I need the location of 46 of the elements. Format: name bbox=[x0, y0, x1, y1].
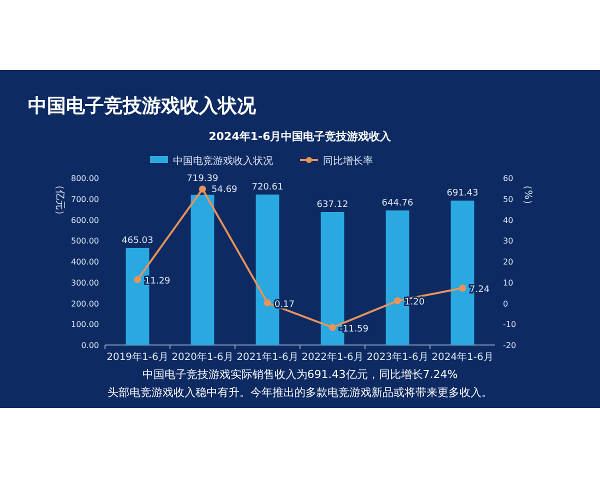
y2-tick-label: 60 bbox=[503, 174, 514, 183]
y-tick-label: 300.00 bbox=[71, 278, 99, 288]
chart-title: 中国电子竞技游戏收入状况 bbox=[28, 95, 257, 117]
y2-tick-label: 50 bbox=[503, 194, 514, 204]
y-axis-title: （亿元） bbox=[54, 180, 65, 220]
point bbox=[459, 284, 466, 292]
text: 头部电竞游戏收入稳中有升。今年推出的多款电竞游戏新品或将带来更多收入。 bbox=[108, 386, 492, 399]
y-tick-label: 200.00 bbox=[71, 299, 99, 308]
y-tick-label: 600.00 bbox=[71, 216, 99, 225]
data-label: 720.61 bbox=[252, 182, 284, 193]
legend-label: 同比增长率 bbox=[323, 155, 373, 167]
text: 中国电子竞技游戏实际销售收入为691.43亿元，同比增长7.24% bbox=[142, 368, 458, 381]
chart-subtitle: 2024年1-6月中国电子竞技游戏收入 bbox=[208, 130, 392, 143]
point bbox=[329, 324, 336, 331]
data-label: 54.69 bbox=[212, 185, 238, 196]
legend-label: 中国电竞游戏收入状况 bbox=[173, 155, 273, 167]
x-tick-label: 2022年1-6月 bbox=[302, 351, 364, 363]
y2-tick-label: -10 bbox=[503, 320, 516, 330]
x-tick-label: 2024年1-6月 bbox=[432, 351, 494, 363]
x-tick-label: 2019年1-6月 bbox=[106, 351, 168, 363]
y2-tick-label: 10 bbox=[503, 278, 514, 288]
x-tick-label: 2020年1-6月 bbox=[172, 351, 234, 363]
data-label: 644.76 bbox=[382, 198, 414, 208]
data-label: 465.03 bbox=[122, 236, 154, 246]
y2-tick-label: -20 bbox=[503, 341, 516, 350]
y2-tick-label: 20 bbox=[503, 258, 514, 266]
y2-tick-label: 40 bbox=[503, 216, 514, 225]
x-tick-label: 2023年1-6月 bbox=[366, 351, 428, 363]
y2-tick-label: 0 bbox=[503, 299, 508, 308]
x-tick-label: 2021年1-6月 bbox=[236, 351, 298, 363]
y-tick-label: 400.00 bbox=[71, 258, 99, 266]
y-tick-label: 0.00 bbox=[81, 341, 99, 350]
bar bbox=[190, 194, 214, 345]
y2-tick-label: 30 bbox=[503, 236, 514, 246]
data-label: 719.39 bbox=[186, 174, 219, 184]
y-tick-label: 700.00 bbox=[71, 194, 99, 204]
point bbox=[199, 186, 206, 193]
data-label: 691.43 bbox=[446, 188, 478, 199]
point bbox=[134, 276, 141, 284]
y-tick-label: 500.00 bbox=[71, 236, 99, 246]
point bbox=[264, 299, 271, 306]
point bbox=[394, 297, 401, 304]
y-tick-label: 800.00 bbox=[71, 174, 99, 183]
y2-axis-title: （%） bbox=[522, 180, 533, 210]
data-label: 637.12 bbox=[316, 200, 348, 210]
y-tick-label: 100.00 bbox=[71, 320, 99, 330]
